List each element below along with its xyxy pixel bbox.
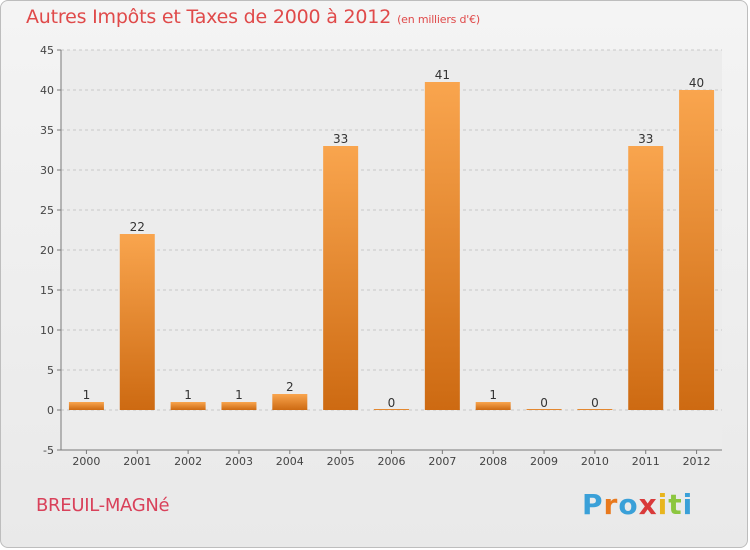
logo-letter: P <box>582 488 604 521</box>
bar <box>424 82 460 410</box>
bar <box>323 146 359 410</box>
logo-letter: i <box>657 488 669 521</box>
data-label: 1 <box>235 388 243 402</box>
bar <box>679 90 715 410</box>
chart-title: Autres Impôts et Taxes de 2000 à 2012 (en… <box>26 6 480 28</box>
x-tick-label: 2007 <box>428 455 456 468</box>
y-tick-label: 30 <box>40 164 54 177</box>
data-label: 0 <box>388 396 396 410</box>
bar <box>374 409 409 410</box>
logo-letter: o <box>618 488 639 521</box>
data-label: 22 <box>130 220 145 234</box>
y-tick-label: 25 <box>40 204 54 217</box>
data-label: 1 <box>489 388 497 402</box>
y-tick-label: 5 <box>47 364 54 377</box>
y-tick-label: 10 <box>40 324 54 337</box>
y-tick-label: 45 <box>40 44 54 57</box>
logo-letter: r <box>603 488 619 521</box>
x-tick-label: 2005 <box>327 455 355 468</box>
commune-name: BREUIL-MAGNé <box>36 495 170 516</box>
x-tick-label: 2006 <box>378 455 406 468</box>
data-label: 40 <box>689 76 704 90</box>
y-tick-label: -5 <box>43 444 54 457</box>
bar <box>170 402 206 410</box>
chart-title-text: Autres Impôts et Taxes de 2000 à 2012 <box>26 6 392 28</box>
x-tick-label: 2004 <box>276 455 304 468</box>
x-tick-label: 2000 <box>72 455 100 468</box>
bar <box>68 402 104 410</box>
data-label: 33 <box>638 132 653 146</box>
bar <box>221 402 257 410</box>
x-tick-label: 2009 <box>530 455 558 468</box>
x-tick-label: 2003 <box>225 455 253 468</box>
x-tick-label: 2010 <box>581 455 609 468</box>
data-label: 41 <box>435 68 450 82</box>
data-label: 1 <box>83 388 91 402</box>
y-tick-label: 35 <box>40 124 54 137</box>
bar <box>628 146 664 410</box>
data-label: 0 <box>540 396 548 410</box>
data-label: 33 <box>333 132 348 146</box>
x-tick-label: 2011 <box>632 455 660 468</box>
bar <box>475 402 511 410</box>
data-label: 2 <box>286 380 294 394</box>
x-tick-label: 2008 <box>479 455 507 468</box>
bar <box>526 409 562 410</box>
y-tick-label: 40 <box>40 84 54 97</box>
logo-letter: x <box>638 488 658 521</box>
bar <box>577 409 613 410</box>
bar <box>272 394 308 410</box>
logo-letter: i <box>682 488 694 521</box>
data-label: 0 <box>591 396 599 410</box>
logo-letter: t <box>668 488 683 521</box>
data-label: 1 <box>184 388 192 402</box>
y-tick-label: 15 <box>40 284 54 297</box>
x-tick-label: 2002 <box>174 455 202 468</box>
bar <box>119 234 155 410</box>
y-tick-label: 20 <box>40 244 54 257</box>
x-tick-label: 2012 <box>683 455 711 468</box>
x-tick-label: 2001 <box>123 455 151 468</box>
chart-unit-note: (en milliers d'€) <box>397 13 480 26</box>
proxiti-logo: Proxiti <box>582 488 693 521</box>
y-tick-label: 0 <box>47 404 54 417</box>
